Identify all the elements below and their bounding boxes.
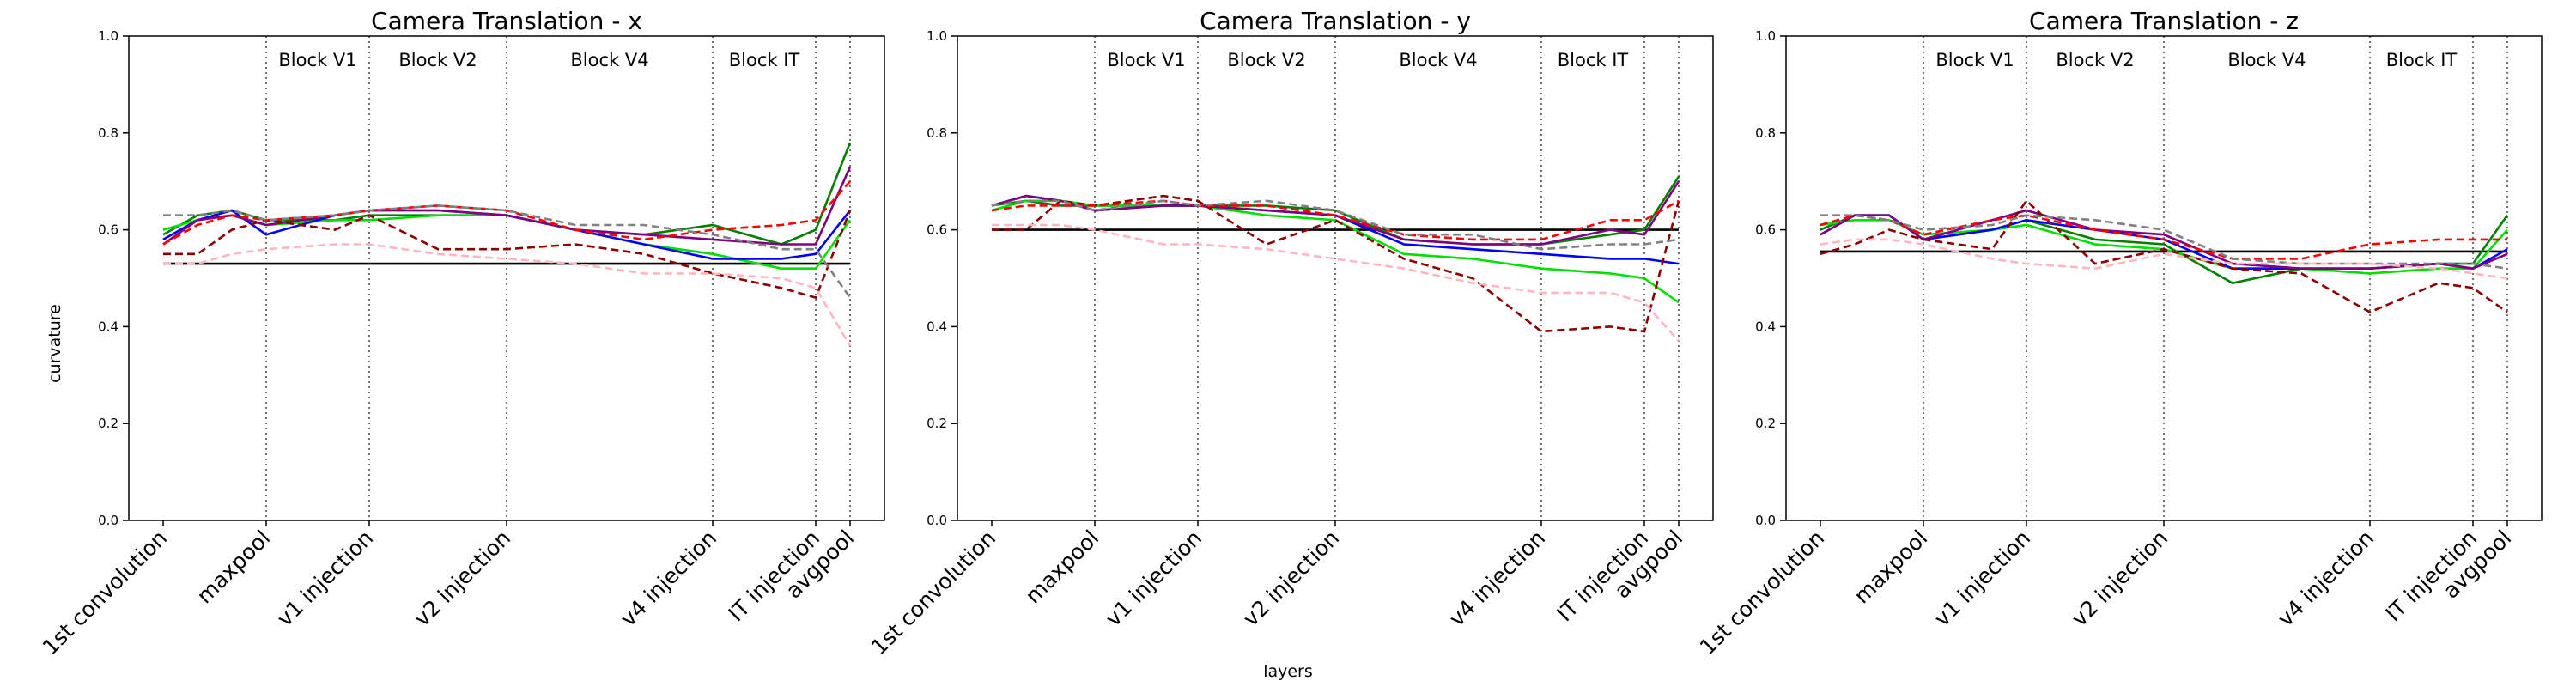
y-tick-label: 0.8	[98, 125, 118, 141]
subplot: Camera Translation - y 0.0 0.2 0.4 0.6 0.8 1.0…	[866, 7, 1714, 660]
y-tick-label: 0.8	[927, 125, 947, 141]
y-tick-label: 0.0	[1755, 513, 1776, 528]
line-series	[163, 210, 852, 300]
y-tick-label: 1.0	[98, 28, 118, 44]
block-label: Block V4	[1399, 50, 1477, 70]
y-tick-label: 1.0	[1755, 28, 1776, 44]
block-label: Block V1	[278, 50, 356, 70]
y-tick-label: 0.6	[927, 222, 947, 238]
x-tick-label: v2 injection	[410, 526, 515, 631]
y-tick-label: 0.4	[98, 319, 118, 334]
line-series	[991, 199, 1680, 251]
subplot: Camera Translation - x 0.0 0.2 0.4 0.6 0.8 1.0…	[38, 7, 885, 660]
x-tick-label: 1st convolution	[38, 526, 173, 660]
line-series	[1820, 214, 2508, 270]
plot-frame	[957, 35, 1714, 521]
subplot-title: Camera Translation - y	[1200, 7, 1471, 35]
line-series	[992, 223, 1680, 343]
x-tick-label: v1 injection	[272, 526, 378, 631]
block-label: Block IT	[1558, 50, 1629, 70]
block-label: Block V2	[2056, 50, 2134, 70]
line-series	[162, 142, 852, 246]
line-series	[1820, 238, 2508, 280]
x-tick-label: v4 injection	[616, 526, 721, 631]
block-label: Block V2	[1227, 50, 1305, 70]
x-tick-label: 1st convolution	[1695, 526, 1830, 660]
x-tick-label: maxpool	[191, 526, 275, 609]
block-label: Block V1	[1935, 50, 2014, 70]
line-series	[163, 204, 852, 299]
subplot-title: Camera Translation - x	[371, 7, 642, 35]
y-tick-label: 0.0	[927, 513, 947, 528]
y-tick-label: 0.4	[927, 319, 947, 334]
line-series	[162, 180, 851, 246]
block-label: Block V1	[1107, 50, 1185, 70]
block-label: Block IT	[729, 50, 800, 70]
subplot-title: Camera Translation - z	[2029, 7, 2299, 35]
x-tick-label: v2 injection	[2067, 526, 2172, 631]
plot-frame	[128, 35, 885, 521]
y-tick-label: 0.0	[98, 513, 118, 528]
x-tick-label: v1 injection	[1929, 526, 2035, 631]
block-label: Block V4	[2227, 50, 2306, 70]
block-label: Block V2	[398, 50, 477, 70]
y-tick-label: 0.6	[1755, 222, 1776, 238]
y-axis-label: curvature	[46, 304, 64, 383]
y-tick-label: 0.8	[1755, 125, 1776, 141]
y-tick-label: 1.0	[927, 28, 947, 44]
block-label: Block V4	[570, 50, 648, 70]
x-tick-label: v2 injection	[1238, 526, 1344, 631]
line-series	[1820, 198, 2508, 313]
x-axis-label: layers	[1263, 662, 1313, 681]
x-tick-label: maxpool	[1020, 526, 1103, 609]
y-tick-label: 0.2	[98, 416, 118, 431]
x-tick-label: 1st convolution	[866, 526, 1001, 660]
y-tick-label: 0.4	[1755, 319, 1776, 334]
x-tick-label: maxpool	[1849, 526, 1932, 609]
plot-frame	[1785, 35, 2543, 521]
line-series	[991, 199, 1680, 241]
x-tick-label: v4 injection	[1444, 526, 1550, 631]
y-tick-label: 0.2	[1755, 416, 1776, 431]
subplot: Camera Translation - z 0.0 0.2 0.4 0.6 0.8 1.0…	[1695, 7, 2543, 660]
x-tick-label: v1 injection	[1101, 526, 1206, 631]
block-label: Block IT	[2386, 50, 2458, 70]
line-series	[162, 166, 852, 246]
line-series	[163, 243, 852, 347]
y-tick-label: 0.2	[927, 416, 947, 431]
y-tick-label: 0.6	[98, 222, 118, 238]
x-tick-label: v4 injection	[2273, 526, 2379, 631]
